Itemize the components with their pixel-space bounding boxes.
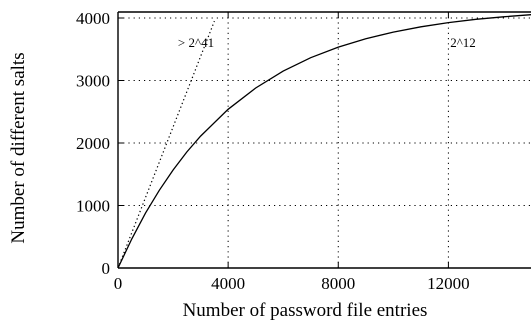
axes [118, 12, 531, 268]
annotations: > 2^41 2^12 [178, 35, 476, 50]
x-tick-label: 12000 [427, 274, 470, 293]
annotation-label: 2^12 [450, 35, 476, 50]
series-layer [118, 15, 531, 268]
y-tick-label: 1000 [76, 197, 110, 216]
y-tick-label: 2000 [76, 134, 110, 153]
x-axis-label: Number of password file entries [183, 300, 428, 321]
x-tick-label: 8000 [321, 274, 355, 293]
annotation-label: > 2^41 [178, 35, 214, 50]
tick-labels: 0 4000 8000 12000 0 1000 2000 3000 4000 [76, 9, 470, 293]
y-axis-label: Number of different salts [8, 52, 29, 243]
y-tick-label: 3000 [76, 72, 110, 91]
x-tick-label: 4000 [211, 274, 245, 293]
series-line-solid [118, 15, 531, 268]
x-tick-label: 0 [114, 274, 123, 293]
y-tick-label: 4000 [76, 9, 110, 28]
series-line-dotted [118, 21, 214, 268]
y-tick-label: 0 [102, 259, 111, 278]
grid-lines [118, 12, 531, 268]
